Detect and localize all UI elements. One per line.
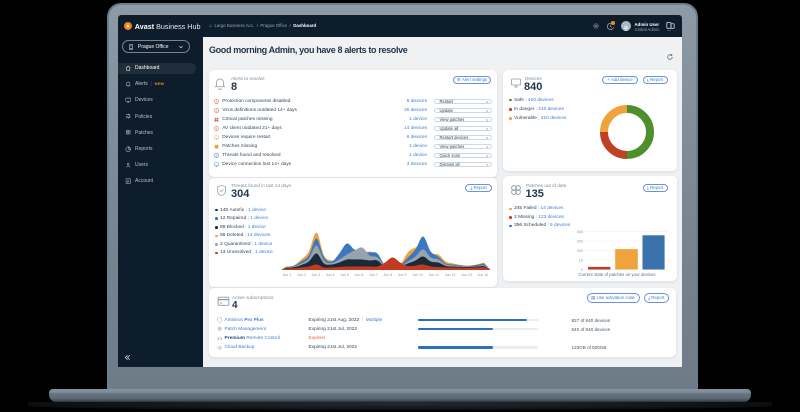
svg-text:200: 200	[577, 249, 583, 253]
svg-text:300: 300	[577, 239, 583, 243]
svg-text:0: 0	[581, 268, 583, 271]
svg-text:400: 400	[577, 230, 583, 234]
svg-text:10: 10	[579, 258, 583, 262]
